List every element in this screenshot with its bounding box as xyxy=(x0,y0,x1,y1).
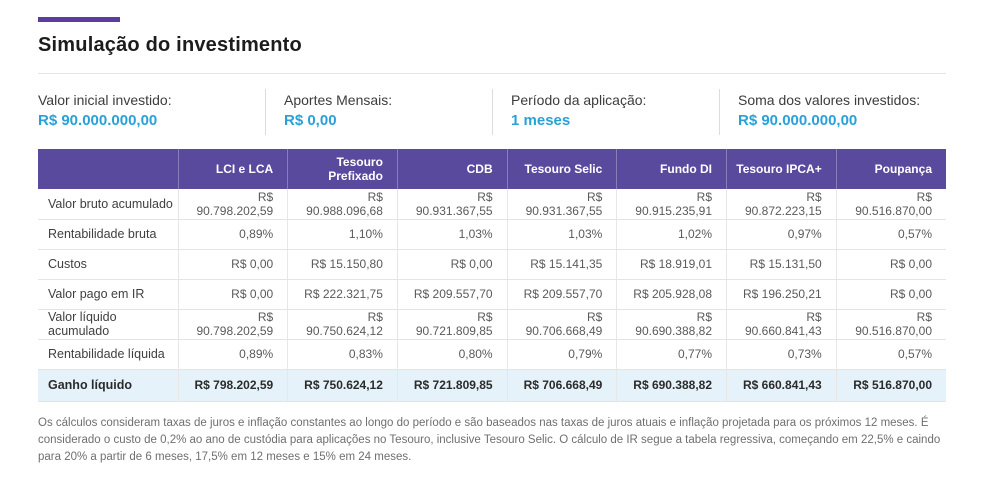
cell-value: R$ 15.141,35 xyxy=(506,249,617,280)
cell-value: R$ 0,00 xyxy=(177,249,288,280)
cell-value: 1,10% xyxy=(287,219,398,250)
summary-label: Período da aplicação: xyxy=(511,92,647,108)
row-label: Valor líquido acumulado xyxy=(38,309,178,340)
cell-value: 1,03% xyxy=(506,219,617,250)
column-header-tesouro-ipca: Tesouro IPCA+ xyxy=(726,149,837,189)
cell-value: R$ 90.721.809,85 xyxy=(396,309,508,340)
column-header-cdb: CDB xyxy=(396,149,508,189)
cell-value: 1,02% xyxy=(616,219,727,250)
cell-value: R$ 15.150,80 xyxy=(287,249,398,280)
cell-value: 0,77% xyxy=(616,339,727,370)
cell-value: R$ 90.706.668,49 xyxy=(506,309,617,340)
cell-value: 0,80% xyxy=(396,339,508,370)
cell-value: R$ 15.131,50 xyxy=(726,249,837,280)
summary-item-initial-value: Valor inicial investido: R$ 90.000.000,0… xyxy=(38,89,265,135)
summary-label: Soma dos valores investidos: xyxy=(738,92,921,108)
row-label: Rentabilidade bruta xyxy=(38,219,178,250)
summary-value: R$ 90.000.000,00 xyxy=(38,112,158,129)
cell-value: 0,89% xyxy=(177,219,288,250)
cell-value: R$ 90.516.870,00 xyxy=(835,189,946,220)
cell-value: R$ 90.516.870,00 xyxy=(835,309,946,340)
column-header-tesouro-prefixado: Tesouro Prefixado xyxy=(287,149,398,189)
cell-value: 0,79% xyxy=(506,339,617,370)
cell-value: R$ 209.557,70 xyxy=(506,279,617,310)
page-title: Simulação do investimento xyxy=(38,34,302,56)
cell-value: R$ 706.668,49 xyxy=(506,369,617,402)
cell-value: R$ 90.798.202,59 xyxy=(177,309,288,340)
row-label: Ganho líquido xyxy=(38,369,178,402)
summary-value: R$ 90.000.000,00 xyxy=(738,112,858,129)
column-header-tesouro-selic: Tesouro Selic xyxy=(506,149,617,189)
cell-value: R$ 0,00 xyxy=(835,279,946,310)
cell-value: R$ 660.841,43 xyxy=(726,369,837,402)
table-header-row: LCI e LCA Tesouro Prefixado CDB Tesouro … xyxy=(38,149,946,189)
footnote: Os cálculos consideram taxas de juros e … xyxy=(38,416,941,463)
table-row-custos: Custos R$ 0,00 R$ 15.150,80 R$ 0,00 R$ 1… xyxy=(38,249,946,280)
cell-value: 0,73% xyxy=(726,339,837,370)
column-header-fundo-di: Fundo DI xyxy=(616,149,727,189)
table-row-valor-bruto: Valor bruto acumulado R$ 90.798.202,59 R… xyxy=(38,189,946,220)
summary-item-monthly-deposits: Aportes Mensais: R$ 0,00 xyxy=(265,89,492,135)
corner-cell xyxy=(38,149,178,189)
cell-value: R$ 0,00 xyxy=(835,249,946,280)
cell-value: R$ 222.321,75 xyxy=(287,279,398,310)
cell-value: 0,89% xyxy=(177,339,288,370)
cell-value: R$ 90.931.367,55 xyxy=(506,189,617,220)
cell-value: R$ 90.660.841,43 xyxy=(726,309,837,340)
cell-value: R$ 205.928,08 xyxy=(616,279,727,310)
row-label: Valor bruto acumulado xyxy=(38,189,178,220)
table-row-rentabilidade-liquida: Rentabilidade líquida 0,89% 0,83% 0,80% … xyxy=(38,339,946,370)
cell-value: 0,97% xyxy=(726,219,837,250)
cell-value: R$ 750.624,12 xyxy=(287,369,398,402)
cell-value: R$ 90.931.367,55 xyxy=(396,189,508,220)
cell-value: R$ 690.388,82 xyxy=(616,369,727,402)
results-table: LCI e LCA Tesouro Prefixado CDB Tesouro … xyxy=(38,149,946,402)
column-header-lci-lca: LCI e LCA xyxy=(177,149,288,189)
summary-value: R$ 0,00 xyxy=(284,112,337,129)
cell-value: R$ 90.915.235,91 xyxy=(616,189,727,220)
row-label: Custos xyxy=(38,249,178,280)
table-row-rentabilidade-bruta: Rentabilidade bruta 0,89% 1,10% 1,03% 1,… xyxy=(38,219,946,250)
cell-value: 1,03% xyxy=(396,219,508,250)
cell-value: R$ 90.690.388,82 xyxy=(616,309,727,340)
cell-value: R$ 209.557,70 xyxy=(396,279,508,310)
simulation-panel: Simulação do investimento Valor inicial … xyxy=(0,17,984,466)
title-divider xyxy=(38,73,946,74)
cell-value: R$ 18.919,01 xyxy=(616,249,727,280)
summary-label: Aportes Mensais: xyxy=(284,92,393,108)
cell-value: 0,57% xyxy=(835,219,946,250)
accent-bar xyxy=(38,17,120,22)
cell-value: R$ 721.809,85 xyxy=(396,369,508,402)
cell-value: R$ 196.250,21 xyxy=(726,279,837,310)
cell-value: 0,83% xyxy=(287,339,398,370)
summary-label: Valor inicial investido: xyxy=(38,92,172,108)
summary-strip: Valor inicial investido: R$ 90.000.000,0… xyxy=(38,89,946,135)
row-label: Valor pago em IR xyxy=(38,279,178,310)
cell-value: R$ 90.750.624,12 xyxy=(287,309,398,340)
cell-value: R$ 90.988.096,68 xyxy=(287,189,398,220)
cell-value: R$ 90.798.202,59 xyxy=(177,189,288,220)
row-label: Rentabilidade líquida xyxy=(38,339,178,370)
table-row-valor-pago-ir: Valor pago em IR R$ 0,00 R$ 222.321,75 R… xyxy=(38,279,946,310)
summary-item-total-invested: Soma dos valores investidos: R$ 90.000.0… xyxy=(719,89,946,135)
cell-value: R$ 516.870,00 xyxy=(835,369,946,402)
summary-value: 1 meses xyxy=(511,112,571,129)
summary-item-period: Período da aplicação: 1 meses xyxy=(492,89,719,135)
table-row-valor-liquido: Valor líquido acumulado R$ 90.798.202,59… xyxy=(38,309,946,340)
cell-value: R$ 798.202,59 xyxy=(177,369,288,402)
cell-value: R$ 0,00 xyxy=(177,279,288,310)
cell-value: R$ 90.872.223,15 xyxy=(726,189,837,220)
table-row-ganho-liquido: Ganho líquido R$ 798.202,59 R$ 750.624,1… xyxy=(38,369,946,402)
cell-value: 0,57% xyxy=(835,339,946,370)
column-header-poupanca: Poupança xyxy=(835,149,946,189)
cell-value: R$ 0,00 xyxy=(396,249,508,280)
